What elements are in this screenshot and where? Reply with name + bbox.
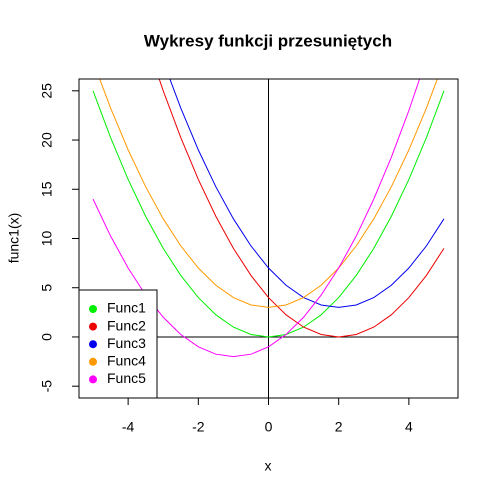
legend-marker [89, 340, 97, 349]
y-tick-label: 10 [39, 231, 55, 247]
x-axis-label: x [265, 458, 272, 474]
y-tick-label: 25 [39, 83, 55, 99]
x-tick-label: -4 [122, 419, 135, 435]
x-tick-label: -2 [192, 419, 205, 435]
series-line [169, 79, 445, 308]
x-tick-label: 0 [265, 419, 273, 435]
y-tick-label: 0 [39, 333, 55, 341]
series-line [99, 79, 438, 308]
chart-title: Wykresy funkcji przesuniętych [144, 31, 392, 50]
series-line [158, 79, 445, 338]
series-line [92, 90, 445, 338]
y-tick-label: 20 [39, 132, 55, 148]
legend-label: Func4 [107, 353, 146, 369]
legend-label: Func3 [107, 335, 146, 351]
y-tick-label: 15 [39, 181, 55, 197]
legend-label: Func1 [107, 300, 146, 316]
y-axis-label: func1(x) [6, 213, 22, 264]
legend-marker [89, 375, 97, 384]
y-tick-label: 5 [39, 284, 55, 292]
x-tick-label: 4 [405, 419, 413, 435]
y-tick-label: -5 [39, 380, 55, 393]
legend-label: Func5 [107, 370, 146, 386]
legend-label: Func2 [107, 317, 146, 333]
legend-marker [89, 357, 97, 366]
legend-marker [89, 305, 97, 313]
x-tick-label: 2 [335, 419, 343, 435]
legend-marker [89, 322, 97, 331]
